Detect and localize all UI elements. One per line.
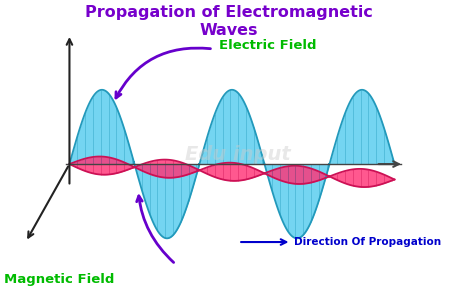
- Text: Edu input: Edu input: [185, 145, 291, 164]
- Text: Electric Field: Electric Field: [219, 39, 317, 52]
- Text: Direction Of Propagation: Direction Of Propagation: [294, 237, 442, 247]
- Text: Magnetic Field: Magnetic Field: [4, 273, 114, 286]
- Text: Propagation of Electromagnetic
Waves: Propagation of Electromagnetic Waves: [85, 5, 373, 38]
